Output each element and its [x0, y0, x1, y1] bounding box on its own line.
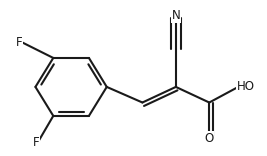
Text: O: O — [205, 132, 214, 145]
Text: HO: HO — [237, 80, 255, 93]
Text: F: F — [33, 136, 40, 149]
Text: N: N — [171, 9, 180, 22]
Text: F: F — [16, 36, 23, 49]
